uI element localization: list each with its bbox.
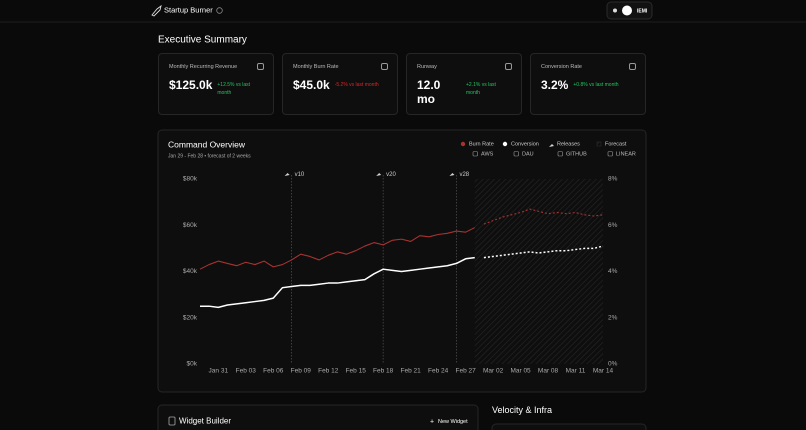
widget-builder-title: Widget Builder bbox=[179, 417, 231, 426]
kpi-row: $125.0k +12.5% vs last month bbox=[169, 78, 263, 97]
velocity-panel bbox=[491, 423, 647, 430]
legend-swatch bbox=[460, 141, 466, 147]
x-tick-label: Mar 14 bbox=[593, 368, 614, 375]
release-pin bbox=[284, 173, 290, 176]
series-line bbox=[200, 256, 475, 309]
integration-icon bbox=[472, 151, 478, 157]
chart-title: Command Overview bbox=[168, 139, 246, 149]
y-tick-label: $60k bbox=[183, 222, 198, 229]
section-title: Executive Summary bbox=[158, 35, 247, 46]
chart-subtitle: Jan 29 - Feb 28 • forecast of 2 weeks bbox=[168, 153, 251, 159]
legend-swatch bbox=[596, 141, 602, 147]
forecast-line bbox=[483, 245, 604, 259]
forecast-line bbox=[483, 208, 604, 225]
forecast-region bbox=[474, 179, 603, 364]
legend-label: Releases bbox=[557, 141, 580, 147]
legend-label: Conversion bbox=[511, 141, 539, 147]
integration-icon bbox=[513, 151, 519, 157]
x-tick-label: Feb 15 bbox=[346, 368, 367, 375]
widget-icon bbox=[168, 416, 176, 426]
integration-label[interactable]: GITHUB bbox=[566, 151, 587, 157]
integration-label[interactable]: DAU bbox=[522, 151, 534, 157]
x-tick-label: Mar 02 bbox=[483, 368, 504, 375]
kpi-value: $125.0k bbox=[169, 78, 213, 92]
new-widget-button[interactable]: New Widget bbox=[438, 419, 468, 425]
y2-tick-label: 0% bbox=[608, 361, 618, 368]
kpi-value: $45.0k bbox=[293, 78, 330, 92]
legend-swatch bbox=[549, 144, 554, 147]
x-tick-label: Mar 05 bbox=[510, 368, 531, 375]
legend-label: Burn Rate bbox=[469, 141, 494, 147]
x-tick-label: Feb 09 bbox=[291, 368, 312, 375]
y2-tick-label: 2% bbox=[608, 314, 618, 321]
velocity-title: Velocity & Infra bbox=[492, 405, 552, 415]
legend-swatch bbox=[502, 141, 508, 147]
integration-label[interactable]: AWS bbox=[481, 151, 494, 157]
y-tick-label: $20k bbox=[183, 314, 198, 321]
release-pin bbox=[376, 173, 382, 176]
app-name: Startup Burner bbox=[164, 5, 213, 14]
kpi-card: Runway 12.0 mo +2.1% vs last month bbox=[406, 53, 522, 115]
kpi-label: Conversion Rate bbox=[541, 64, 582, 70]
release-pin bbox=[449, 173, 455, 176]
x-tick-label: Mar 08 bbox=[538, 368, 559, 375]
kpi-icon bbox=[257, 63, 264, 70]
kpi-icon bbox=[381, 63, 388, 70]
x-tick-label: Feb 06 bbox=[263, 368, 284, 375]
kpi-row: $45.0k -5.2% vs last month bbox=[293, 78, 387, 92]
release-label: v10 bbox=[295, 172, 305, 178]
kpi-change: +2.1% vs last month bbox=[466, 82, 496, 96]
x-tick-label: Feb 27 bbox=[455, 368, 476, 375]
x-tick-label: Feb 03 bbox=[236, 368, 257, 375]
integration-label[interactable]: LINEAR bbox=[616, 151, 636, 157]
x-tick-label: Feb 12 bbox=[318, 368, 339, 375]
kpi-row: 12.0 mo +2.1% vs last month bbox=[417, 78, 511, 106]
kpi-label: Monthly Burn Rate bbox=[293, 64, 339, 70]
kpi-label: Runway bbox=[417, 64, 437, 70]
integration-icon bbox=[607, 151, 613, 157]
help-icon[interactable] bbox=[216, 7, 223, 14]
x-tick-label: Feb 21 bbox=[401, 368, 422, 375]
x-tick-label: Feb 18 bbox=[373, 368, 394, 375]
widget-builder-panel bbox=[157, 404, 479, 430]
legend-label: Forecast bbox=[605, 141, 627, 147]
y-tick-label: $80k bbox=[183, 176, 198, 183]
kpi-change: +12.5% vs last month bbox=[217, 82, 251, 96]
x-tick-label: Jan 31 bbox=[209, 368, 229, 375]
y2-tick-label: 8% bbox=[608, 176, 618, 183]
y-tick-label: $40k bbox=[183, 268, 198, 275]
kpi-label: Monthly Recurring Revenue bbox=[169, 64, 238, 70]
kpi-change: +0.8% vs last month bbox=[573, 82, 619, 88]
x-tick-label: Feb 24 bbox=[428, 368, 449, 375]
y2-tick-label: 6% bbox=[608, 222, 618, 229]
user-name: IEMI bbox=[637, 8, 648, 14]
kpi-change: -5.2% vs last month bbox=[334, 82, 379, 88]
integration-icon bbox=[557, 151, 563, 157]
kpi-row: 3.2% +0.8% vs last month bbox=[541, 78, 635, 92]
kpi-card: Conversion Rate 3.2% +0.8% vs last month bbox=[530, 53, 646, 115]
kpi-value: 3.2% bbox=[541, 78, 569, 92]
kpi-card: Monthly Recurring Revenue $125.0k +12.5% v… bbox=[158, 53, 274, 115]
y-tick-label: $0k bbox=[187, 361, 198, 368]
logo bbox=[151, 4, 162, 17]
theme-toggle[interactable] bbox=[613, 8, 617, 13]
kpi-card: Monthly Burn Rate $45.0k -5.2% vs last mon… bbox=[282, 53, 398, 115]
y2-tick-label: 4% bbox=[608, 268, 618, 275]
plus-icon: + bbox=[430, 418, 434, 425]
kpi-icon bbox=[505, 63, 512, 70]
x-tick-label: Mar 11 bbox=[566, 368, 586, 375]
series-line bbox=[199, 227, 476, 270]
kpi-value: 12.0 mo bbox=[417, 78, 441, 106]
kpi-icon bbox=[629, 63, 636, 70]
avatar bbox=[622, 5, 632, 16]
release-label: v20 bbox=[386, 172, 396, 178]
release-label: v28 bbox=[459, 172, 469, 178]
